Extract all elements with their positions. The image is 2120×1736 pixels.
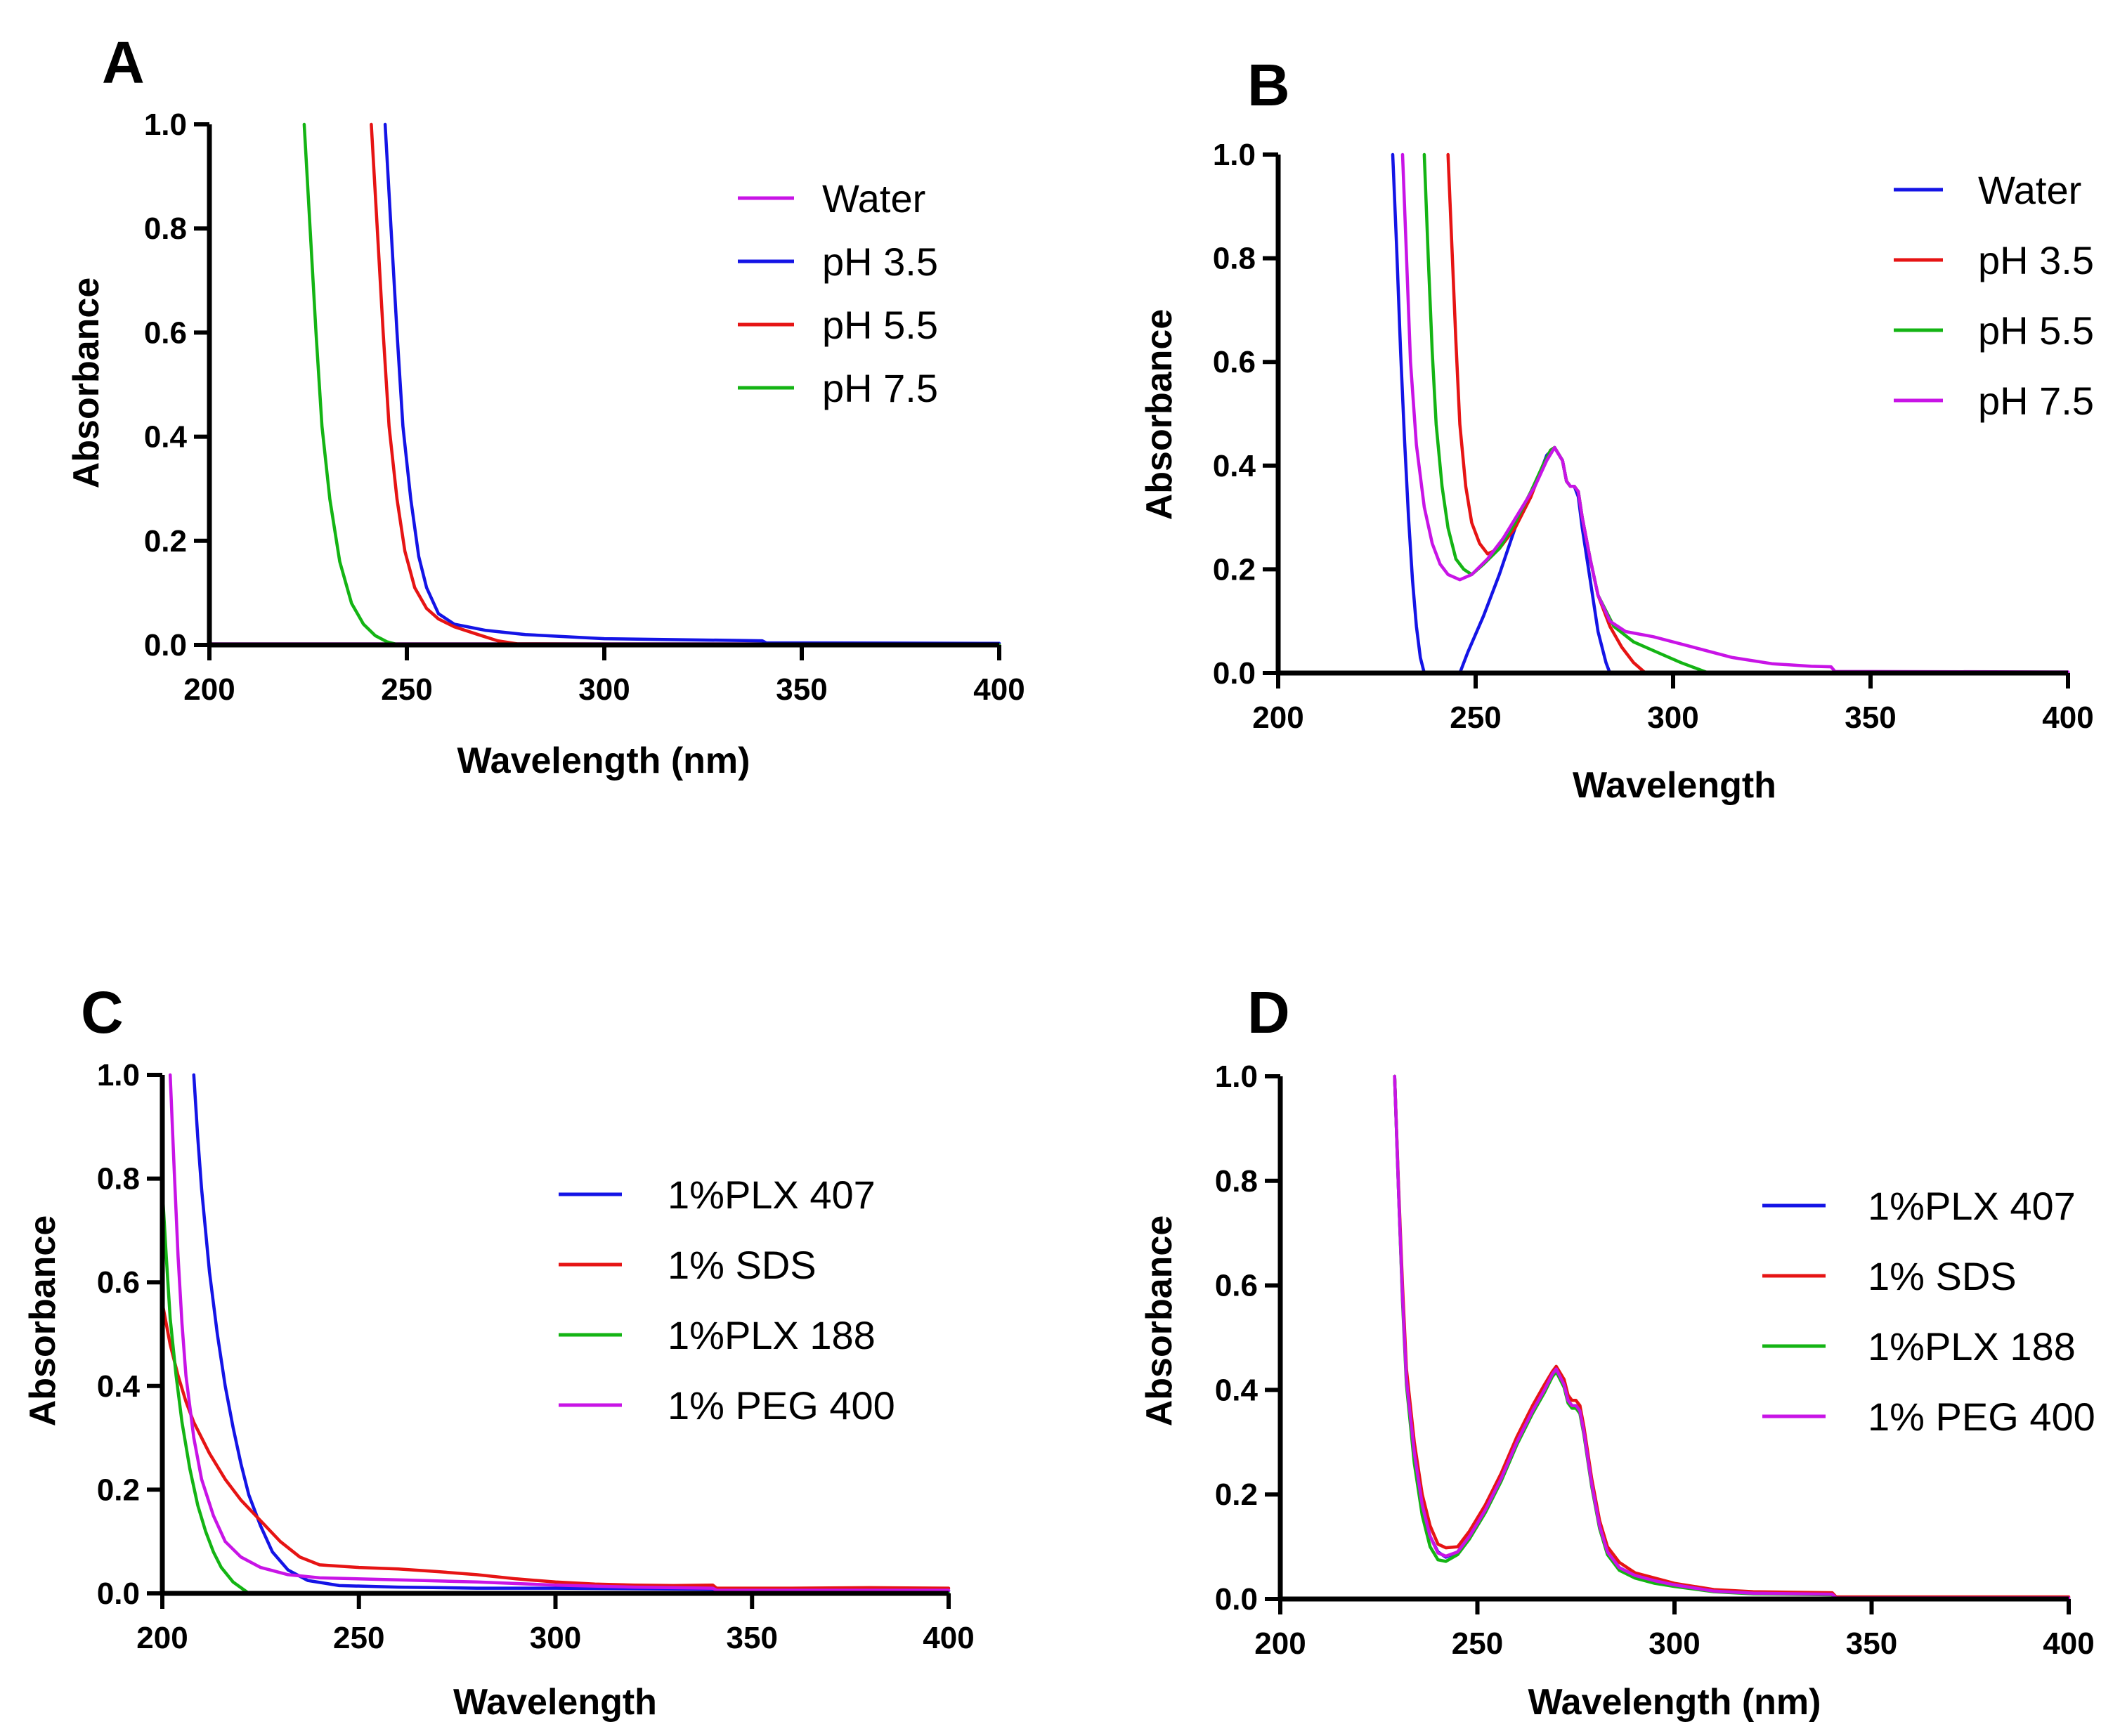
x-tick-label: 300	[578, 672, 630, 707]
y-tick-label: 0.2	[1215, 1477, 1258, 1512]
y-tick-label: 0.6	[1215, 1269, 1258, 1303]
y-tick-label: 0.8	[1215, 1164, 1258, 1199]
y-tick-label: 0.4	[1213, 449, 1256, 483]
x-tick-label: 300	[530, 1621, 581, 1655]
series-line-3	[160, 1187, 951, 1595]
plot-area-d: 200 250 300 350 400 0.0 0.2 0.4 0.6 0.8 1.0 1%PLX 4…	[1215, 1059, 2095, 1661]
y-tick-label: 0.2	[144, 524, 187, 559]
series-line-3	[1422, 152, 2070, 675]
plot-area-b: 200 250 300 350 400 0.0 0.2 0.4 0.6 0.8 1.0 Water pH…	[1213, 138, 2094, 735]
series-line-2	[1393, 1074, 2071, 1599]
panel-letter: D	[1247, 979, 1290, 1045]
x-tick-label: 250	[333, 1621, 384, 1655]
y-tick-label: 1.0	[1215, 1059, 1258, 1094]
series-line-4	[1393, 1074, 2071, 1600]
y-tick-label: 0.2	[1213, 552, 1256, 587]
x-tick-label: 350	[727, 1621, 778, 1655]
y-tick-label: 0.6	[1213, 345, 1256, 379]
legend-label: Water	[1978, 168, 2081, 212]
series-line-1	[192, 1073, 951, 1593]
x-axis-title: Wavelength	[453, 1682, 657, 1723]
x-tick-label: 400	[2042, 700, 2093, 735]
y-tick-label: 1.0	[144, 107, 187, 142]
y-tick-label: 0.8	[144, 211, 187, 246]
series-line-4	[1400, 152, 2070, 674]
x-tick-label: 250	[1450, 700, 1501, 735]
y-tick-label: 1.0	[97, 1058, 140, 1092]
x-tick-label: 200	[136, 1621, 188, 1655]
x-tick-label: 250	[381, 672, 432, 707]
y-axis-title: Absorbance	[66, 278, 107, 489]
legend-label: Water	[822, 176, 925, 221]
legend-label: 1% PEG 400	[1868, 1395, 2095, 1439]
x-tick-label: 400	[2043, 1626, 2094, 1661]
panel-letter: A	[102, 30, 145, 96]
x-tick-label: 250	[1452, 1626, 1503, 1661]
x-tick-label: 200	[1254, 1626, 1306, 1661]
legend-label: pH 7.5	[822, 366, 938, 410]
panel-c: C 200 250 300 350 400 0.0 0.2 0.4 0.6 0.8 1.0 1%PLX…	[22, 979, 975, 1723]
y-tick-label: 0.4	[144, 420, 188, 455]
legend-label: 1% PEG 400	[668, 1383, 895, 1428]
panel-letter: B	[1247, 52, 1290, 118]
y-tick-label: 0.4	[1215, 1373, 1259, 1407]
plot-area-a: 200 250 300 350 400 0.0 0.2 0.4 0.6 0.8 1.0 Water pH…	[144, 107, 1025, 707]
series-line-2	[383, 122, 1001, 646]
y-axis-title: Absorbance	[22, 1215, 63, 1427]
x-tick-label: 200	[183, 672, 235, 707]
y-tick-label: 0.0	[1215, 1582, 1258, 1617]
legend-label: pH 3.5	[822, 240, 938, 284]
legend-label: 1% SDS	[668, 1243, 817, 1287]
y-tick-label: 0.6	[97, 1265, 140, 1300]
x-tick-label: 400	[923, 1621, 974, 1655]
panel-d: D 200 250 300 350 400 0.0 0.2 0.4 0.6 0.8 1.0 1%PLX…	[1139, 979, 2095, 1723]
series-line-2	[160, 1301, 951, 1590]
panel-b: B 200 250 300 350 400 0.0 0.2 0.4 0.6 0.8 1.0 Water…	[1139, 52, 2094, 806]
legend-label: 1%PLX 188	[1868, 1324, 2076, 1369]
x-axis-title: Wavelength (nm)	[1528, 1682, 1821, 1723]
y-tick-label: 0.0	[97, 1577, 140, 1611]
series-line-1	[1391, 152, 2070, 675]
x-tick-label: 300	[1647, 700, 1698, 735]
y-axis-title: Absorbance	[1139, 1215, 1180, 1427]
series-line-4	[302, 122, 1001, 647]
y-tick-label: 0.6	[144, 315, 187, 350]
legend-label: pH 5.5	[1978, 308, 2094, 353]
legend-label: pH 7.5	[1978, 379, 2094, 423]
legend-label: 1%PLX 407	[668, 1173, 876, 1217]
panel-letter: C	[81, 979, 124, 1045]
x-tick-label: 350	[1845, 700, 1896, 735]
y-axis-title: Absorbance	[1139, 309, 1180, 521]
series-line-4	[168, 1073, 951, 1592]
panel-a: A 200 250 300 350 400 0.0 0.2 0.4 0.6 0.8 1.0 Water…	[66, 30, 1025, 781]
legend-label: pH 3.5	[1978, 238, 2094, 282]
x-tick-label: 200	[1252, 700, 1303, 735]
y-tick-label: 0.2	[97, 1473, 140, 1507]
series-line-2	[1446, 152, 2070, 675]
series-line-3	[370, 122, 1001, 647]
y-tick-label: 0.4	[97, 1369, 141, 1404]
x-tick-label: 300	[1648, 1626, 1700, 1661]
plot-area-c: 200 250 300 350 400 0.0 0.2 0.4 0.6 0.8 1.0 1%PLX 4…	[97, 1058, 975, 1655]
y-tick-label: 0.0	[144, 628, 187, 663]
x-tick-label: 350	[1846, 1626, 1897, 1661]
legend-label: 1%PLX 407	[1868, 1184, 2076, 1228]
legend-label: 1% SDS	[1868, 1254, 2017, 1298]
y-tick-label: 0.8	[1213, 242, 1256, 276]
x-tick-label: 350	[776, 672, 827, 707]
legend-label: pH 5.5	[822, 303, 938, 347]
x-axis-title: Wavelength (nm)	[457, 740, 750, 781]
y-tick-label: 0.0	[1213, 656, 1256, 691]
y-tick-label: 1.0	[1213, 138, 1256, 172]
y-tick-label: 0.8	[97, 1162, 140, 1196]
legend-label: 1%PLX 188	[668, 1313, 876, 1357]
x-axis-title: Wavelength	[1573, 765, 1776, 806]
x-tick-label: 400	[973, 672, 1025, 707]
